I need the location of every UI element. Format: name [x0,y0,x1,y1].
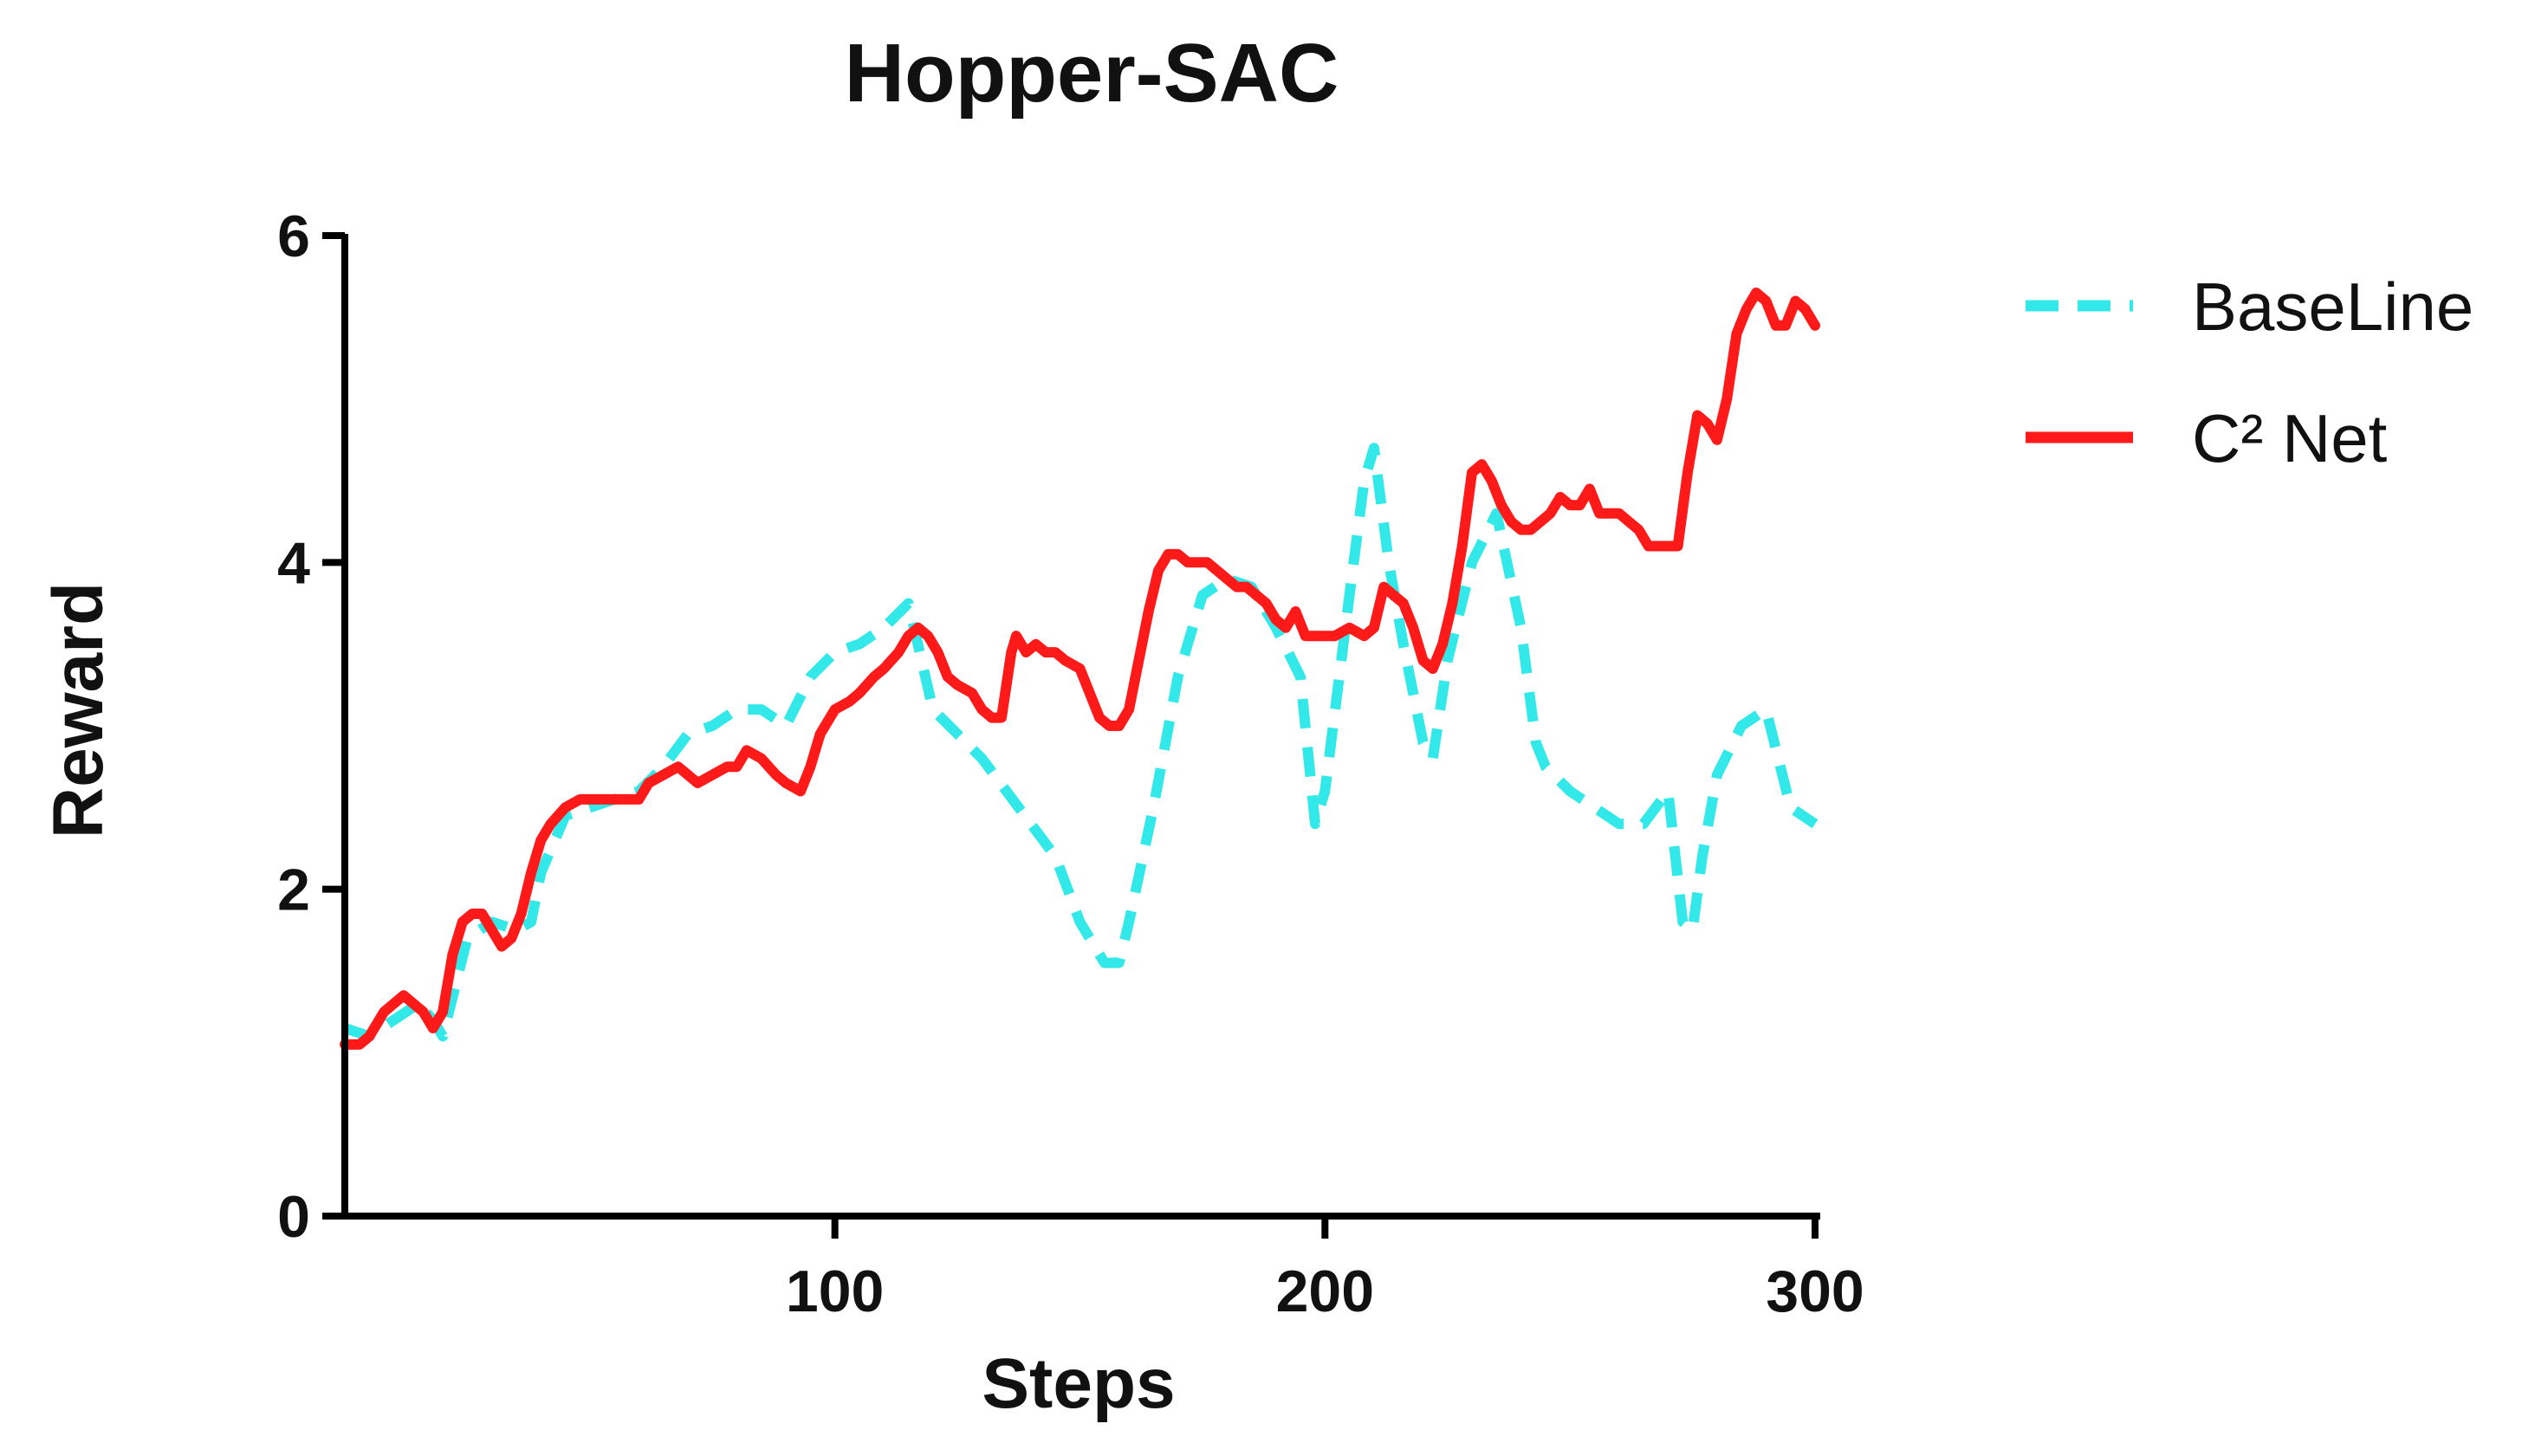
y-tick-label: 2 [277,857,310,923]
series-line-c-net [340,288,1820,1050]
series-line-baseline [343,443,1819,1042]
y-tick-label: 4 [277,530,310,596]
y-tick-label: 0 [277,1184,310,1250]
x-tick-label: 100 [786,1259,884,1324]
y-tick-label: 6 [277,204,310,269]
x-tick-label: 300 [1766,1259,1864,1324]
legend-label-baseline: BaseLine [2192,269,2473,345]
legend: BaseLine C² Net [2026,269,2473,476]
x-axis-ticks: 100 200 300 [786,1216,1864,1324]
x-tick-label: 200 [1276,1259,1374,1324]
plot-area [340,288,1820,1050]
legend-label-c-net: C² Net [2192,400,2388,476]
x-axis-label: Steps [982,1344,1175,1423]
y-axis-ticks: 0 2 4 6 [277,204,345,1250]
chart-title: Hopper-SAC [845,27,1339,120]
y-axis-label: Reward [39,582,118,838]
